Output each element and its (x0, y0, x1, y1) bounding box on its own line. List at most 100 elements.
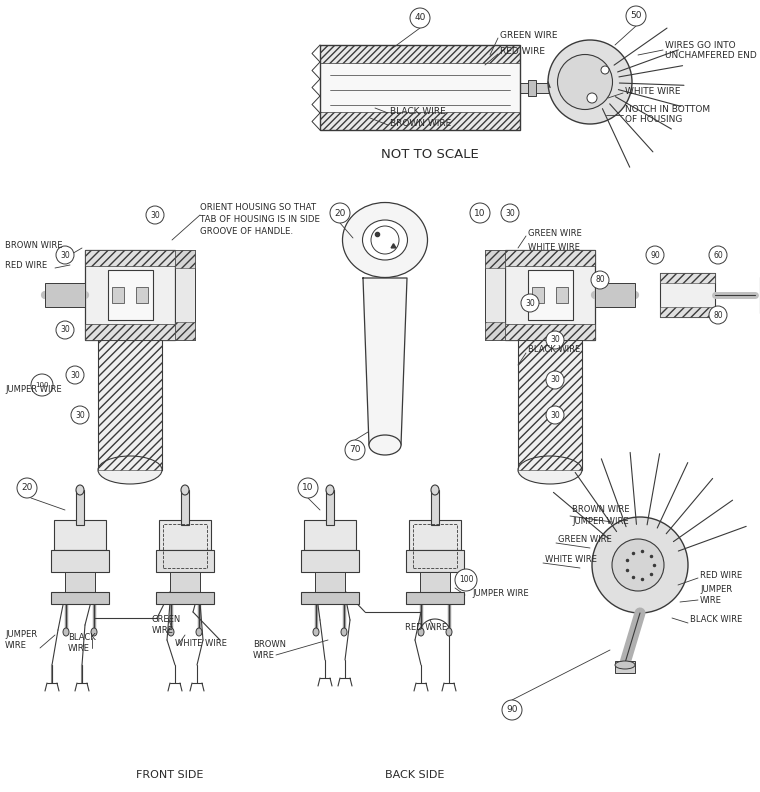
Circle shape (601, 66, 609, 74)
Text: WHITE WIRE: WHITE WIRE (175, 638, 227, 648)
Bar (485, 250, 505, 268)
Text: 30: 30 (60, 326, 70, 334)
Circle shape (548, 40, 632, 124)
Text: 60: 60 (713, 250, 723, 260)
Ellipse shape (369, 435, 401, 455)
Circle shape (592, 517, 688, 613)
Text: 90: 90 (650, 250, 660, 260)
Ellipse shape (63, 628, 69, 636)
Text: RED WIRE: RED WIRE (5, 261, 47, 269)
Bar (556, 287, 568, 303)
Text: GROOVE OF HANDLE.: GROOVE OF HANDLE. (200, 227, 293, 237)
Bar (485, 322, 505, 340)
Circle shape (501, 204, 519, 222)
Circle shape (546, 406, 564, 424)
Bar (518, 340, 582, 470)
Ellipse shape (326, 485, 334, 495)
Text: JUMPER WIRE: JUMPER WIRE (572, 517, 629, 527)
Text: FRONT SIDE: FRONT SIDE (136, 770, 204, 780)
Circle shape (546, 331, 564, 349)
Bar (485, 250, 505, 340)
Circle shape (71, 406, 89, 424)
Text: 80: 80 (713, 310, 723, 319)
Ellipse shape (518, 456, 582, 484)
Text: OF HOUSING: OF HOUSING (625, 116, 682, 124)
Bar (413, 524, 457, 568)
Bar (85, 250, 175, 340)
Text: 30: 30 (70, 371, 80, 379)
Text: GREEN WIRE: GREEN WIRE (500, 32, 558, 40)
Bar (528, 79, 536, 96)
Text: GREEN WIRE: GREEN WIRE (528, 229, 581, 238)
Circle shape (455, 569, 477, 591)
Text: 10: 10 (302, 483, 314, 493)
Bar (51, 592, 109, 604)
Ellipse shape (76, 485, 84, 495)
Ellipse shape (612, 539, 664, 591)
Ellipse shape (181, 485, 189, 495)
Text: JUMPER
WIRE: JUMPER WIRE (700, 585, 732, 605)
Bar (175, 322, 195, 340)
Text: 40: 40 (414, 13, 426, 22)
Text: RED WIRE: RED WIRE (500, 48, 545, 56)
Bar (520, 82, 550, 93)
Bar (660, 273, 715, 283)
Bar (505, 250, 595, 340)
Bar (108, 270, 153, 320)
Bar (528, 270, 573, 320)
Text: WIRES GO INTO: WIRES GO INTO (665, 40, 736, 49)
Circle shape (17, 478, 37, 498)
Ellipse shape (313, 628, 319, 636)
Circle shape (709, 306, 727, 324)
Text: BROWN
WIRE: BROWN WIRE (253, 640, 286, 660)
Bar (320, 112, 520, 130)
Ellipse shape (558, 55, 613, 109)
Bar (320, 45, 520, 63)
Circle shape (56, 246, 74, 264)
Bar (660, 307, 715, 317)
Bar (112, 287, 124, 303)
Bar (301, 592, 359, 604)
Bar (304, 520, 356, 550)
Bar (660, 273, 715, 317)
Bar (156, 592, 214, 604)
Bar (170, 572, 200, 592)
Ellipse shape (341, 628, 347, 636)
Text: TAB OF HOUSING IS IN SIDE: TAB OF HOUSING IS IN SIDE (200, 215, 320, 224)
Text: RED WIRE: RED WIRE (405, 623, 447, 633)
Circle shape (591, 271, 609, 289)
Text: 30: 30 (75, 410, 85, 420)
Ellipse shape (98, 456, 162, 484)
Circle shape (521, 294, 539, 312)
Ellipse shape (363, 220, 407, 260)
Bar (76, 490, 84, 525)
Bar (420, 572, 450, 592)
Text: BLACK
WIRE: BLACK WIRE (68, 634, 96, 653)
Ellipse shape (196, 628, 202, 636)
Bar (406, 592, 464, 604)
Bar (181, 490, 189, 525)
Ellipse shape (91, 628, 97, 636)
Bar (505, 324, 595, 340)
Text: RED WIRE: RED WIRE (700, 570, 742, 580)
Circle shape (470, 203, 490, 223)
Text: 10: 10 (474, 208, 486, 218)
Text: UNCHAMFERED END: UNCHAMFERED END (665, 51, 757, 59)
Circle shape (626, 6, 646, 26)
Bar (156, 550, 214, 572)
Ellipse shape (446, 628, 452, 636)
Text: 20: 20 (334, 208, 346, 218)
Text: WHITE WIRE: WHITE WIRE (625, 87, 680, 97)
Text: 30: 30 (525, 299, 535, 307)
Text: BACK SIDE: BACK SIDE (385, 770, 445, 780)
Bar (326, 490, 334, 525)
Bar (85, 250, 175, 266)
Bar (85, 324, 175, 340)
Text: 30: 30 (505, 208, 515, 218)
Polygon shape (363, 278, 407, 445)
Circle shape (56, 321, 74, 339)
Text: GREEN
WIRE: GREEN WIRE (152, 615, 181, 634)
Bar (532, 287, 544, 303)
Bar (320, 63, 520, 112)
Text: BLACK WIRE: BLACK WIRE (390, 108, 446, 116)
